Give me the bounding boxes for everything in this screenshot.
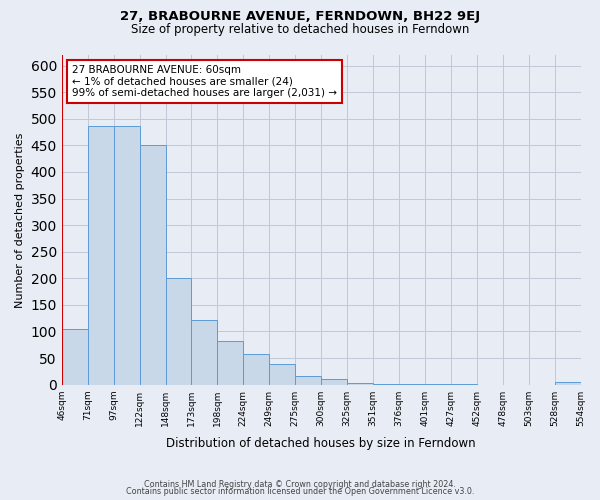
X-axis label: Distribution of detached houses by size in Ferndown: Distribution of detached houses by size … <box>166 437 476 450</box>
Bar <box>321 380 347 384</box>
Bar <box>113 126 140 384</box>
Text: Size of property relative to detached houses in Ferndown: Size of property relative to detached ho… <box>131 22 469 36</box>
Bar <box>191 320 217 384</box>
Bar <box>62 330 88 384</box>
Bar <box>295 376 321 384</box>
Bar <box>166 278 191 384</box>
Bar <box>554 382 581 384</box>
Bar <box>140 146 166 384</box>
Bar <box>244 354 269 384</box>
Bar <box>347 383 373 384</box>
Bar <box>269 364 295 384</box>
Text: 27, BRABOURNE AVENUE, FERNDOWN, BH22 9EJ: 27, BRABOURNE AVENUE, FERNDOWN, BH22 9EJ <box>120 10 480 23</box>
Text: 27 BRABOURNE AVENUE: 60sqm
← 1% of detached houses are smaller (24)
99% of semi-: 27 BRABOURNE AVENUE: 60sqm ← 1% of detac… <box>72 65 337 98</box>
Y-axis label: Number of detached properties: Number of detached properties <box>15 132 25 308</box>
Bar <box>88 126 113 384</box>
Text: Contains HM Land Registry data © Crown copyright and database right 2024.: Contains HM Land Registry data © Crown c… <box>144 480 456 489</box>
Text: Contains public sector information licensed under the Open Government Licence v3: Contains public sector information licen… <box>126 487 474 496</box>
Bar <box>217 341 244 384</box>
